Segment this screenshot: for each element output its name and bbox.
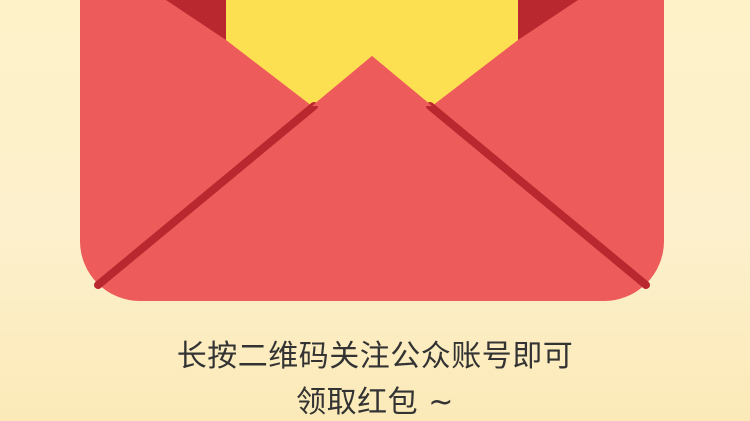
envelope-fold-right	[426, 102, 650, 289]
instruction-line-2: 领取红包 ~	[296, 385, 454, 420]
envelope-letter	[226, 0, 518, 106]
envelope-front-flap	[312, 56, 432, 106]
envelope-body	[80, 0, 664, 301]
instruction-text: 长按二维码关注公众账号即可 领取红包 ~	[0, 334, 750, 421]
envelope-flap-left	[166, 0, 226, 40]
envelope-flap-right	[518, 0, 578, 40]
envelope-fold-left	[94, 102, 318, 289]
red-envelope-icon	[80, 0, 664, 301]
instruction-line-1: 长按二维码关注公众账号即可	[176, 339, 574, 374]
